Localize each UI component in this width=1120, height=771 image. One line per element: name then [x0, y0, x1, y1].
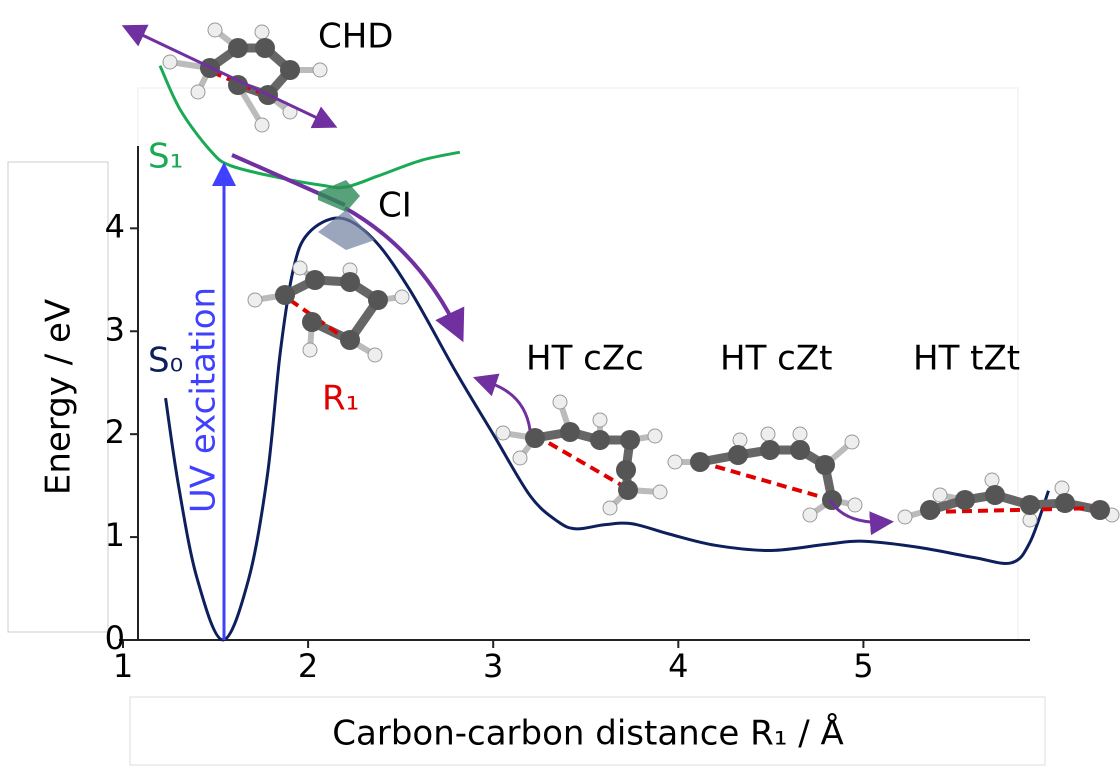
series-label: S₀: [148, 341, 183, 381]
annotation: HT tZt: [913, 339, 1020, 379]
r1-bond: [533, 433, 632, 492]
series-line: [164, 216, 1050, 642]
path-arrow: [344, 206, 465, 343]
h-atom: [592, 412, 608, 428]
c-atom: [790, 440, 810, 460]
c-atom: [616, 460, 636, 480]
y-tick-label: 3: [105, 310, 125, 348]
c-atom: [728, 445, 748, 465]
h-atom: [760, 426, 776, 442]
annotation: CI: [378, 186, 412, 226]
c-atom: [302, 312, 322, 332]
c-atom: [560, 422, 580, 442]
h-atom: [932, 487, 948, 503]
c-atom: [822, 490, 842, 510]
h-atom: [652, 484, 668, 500]
h-atom: [247, 292, 263, 308]
r1-bond: [929, 506, 1101, 514]
rotation-arrow: [472, 373, 532, 431]
annotation: R₁: [322, 379, 359, 419]
c-atom: [1090, 500, 1110, 520]
c-atom: [255, 38, 275, 58]
ci-cone-bottom: [318, 210, 375, 250]
x-tick-label: 4: [668, 647, 688, 685]
x-label-box: [129, 696, 1046, 766]
c-atom: [340, 330, 360, 350]
y-tick-label: 0: [105, 619, 125, 657]
h-atom: [602, 500, 618, 516]
c-atom: [760, 440, 780, 460]
h-atom: [207, 22, 223, 38]
annotation: HT cZt: [720, 339, 832, 379]
x-tick-label: 2: [298, 647, 318, 685]
h-atom: [1054, 480, 1070, 496]
c-atom: [368, 290, 388, 310]
h-atom: [512, 450, 528, 466]
c-atom: [620, 430, 640, 450]
series-label: S₁: [148, 137, 183, 177]
c-atom: [280, 60, 300, 80]
y-label-box: [7, 161, 109, 633]
molecules: [162, 22, 1120, 528]
h-atom: [667, 454, 683, 470]
c-atom: [690, 452, 710, 472]
h-atom: [302, 342, 318, 358]
h-atom: [897, 509, 913, 525]
c-atom: [955, 490, 975, 510]
h-atom: [394, 289, 410, 305]
c-atom: [228, 38, 248, 58]
h-atom: [552, 394, 568, 410]
c-atom: [618, 480, 638, 500]
r1-bond: [699, 460, 833, 502]
y-axis-label: Energy / eV: [39, 299, 79, 495]
c-atom: [920, 500, 940, 520]
c-atom: [525, 428, 545, 448]
y-tick-label: 4: [105, 207, 125, 245]
h-atom: [792, 426, 808, 442]
c-atom: [275, 285, 295, 305]
h-atom: [844, 434, 860, 450]
x-tick-label: 1: [113, 647, 133, 685]
c-atom: [815, 455, 835, 475]
x-tick-label: 3: [483, 647, 503, 685]
h-atom: [254, 117, 270, 133]
h-atom: [1022, 512, 1038, 528]
h-atom: [254, 24, 270, 40]
x-axis-label: Carbon-carbon distance R₁ / Å: [332, 713, 843, 754]
annotation: UV excitation: [184, 287, 224, 513]
h-atom: [312, 62, 328, 78]
c-atom: [1055, 493, 1075, 513]
h-atom: [190, 84, 206, 100]
y-tick-label: 2: [105, 413, 125, 451]
h-atom: [647, 428, 663, 444]
h-atom: [162, 54, 178, 70]
h-atom: [732, 432, 748, 448]
annotation: HT cZc: [526, 339, 644, 379]
h-atom: [367, 347, 383, 363]
series-line: [158, 65, 461, 190]
ci-cone-top: [318, 180, 360, 212]
c-atom: [985, 485, 1005, 505]
c-atom: [305, 270, 325, 290]
y-tick-label: 1: [105, 516, 125, 554]
h-atom: [984, 472, 1000, 488]
c-atom: [340, 272, 360, 292]
h-atom: [292, 260, 308, 276]
c-atom: [1020, 495, 1040, 515]
h-atom: [495, 425, 511, 441]
x-tick-label: 5: [853, 647, 873, 685]
annotation: CHD: [318, 17, 394, 57]
h-atom: [802, 507, 818, 523]
breathing-arrow: [121, 24, 338, 129]
c-atom: [590, 430, 610, 450]
rotation-arrow: [828, 499, 894, 536]
h-atom: [847, 497, 863, 513]
